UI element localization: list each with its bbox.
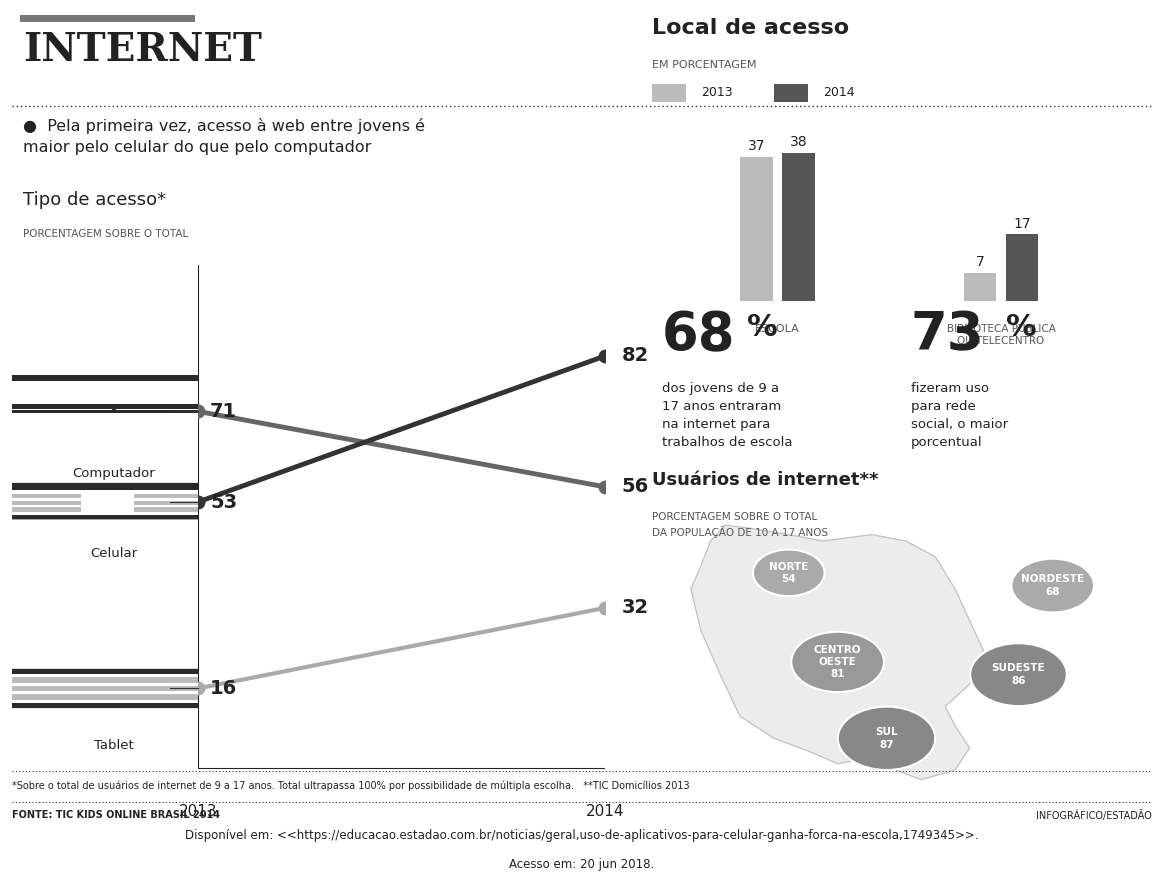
FancyBboxPatch shape (0, 483, 496, 520)
Bar (0, 686, 214, 691)
Text: %: % (1006, 313, 1037, 342)
Text: 2013: 2013 (178, 804, 218, 819)
Bar (0, 677, 214, 683)
Text: *Sobre o total de usuários de internet de 9 a 17 anos. Total ultrapassa 100% por: *Sobre o total de usuários de internet d… (12, 781, 689, 791)
Bar (740, 156, 773, 301)
Text: CENTRO
OESTE
81: CENTRO OESTE 81 (814, 644, 861, 679)
Text: FONTE: TIC KIDS ONLINE BRASIL 2014: FONTE: TIC KIDS ONLINE BRASIL 2014 (12, 810, 220, 819)
Text: SUDESTE
86: SUDESTE 86 (992, 664, 1045, 686)
Bar (0, 490, 342, 515)
Text: INFOGRÁFICO/ESTADÃO: INFOGRÁFICO/ESTADÃO (1036, 810, 1152, 820)
Bar (0, 494, 81, 499)
Text: 37: 37 (747, 139, 766, 153)
Bar (964, 273, 996, 301)
Text: INTERNET: INTERNET (23, 31, 262, 68)
Circle shape (838, 706, 935, 770)
Text: 38: 38 (789, 135, 808, 149)
Text: 2013: 2013 (701, 87, 732, 99)
Bar (0, 674, 717, 703)
Text: 16: 16 (211, 679, 237, 698)
Text: SUL
87: SUL 87 (875, 728, 897, 750)
Bar (0, 694, 214, 700)
Text: ESCOLA: ESCOLA (755, 324, 800, 334)
Text: fizeram uso
para rede
social, o maior
porcentual: fizeram uso para rede social, o maior po… (911, 382, 1008, 449)
Circle shape (1012, 559, 1094, 613)
Text: Acesso em: 20 jun 2018.: Acesso em: 20 jun 2018. (510, 858, 654, 872)
Bar (134, 494, 264, 499)
Text: 73: 73 (911, 309, 985, 362)
Text: Tipo de acesso*: Tipo de acesso* (23, 191, 166, 210)
Bar (0, 507, 81, 512)
Text: BIBLIOTECA PÚBLICA
OU TELECENTRO: BIBLIOTECA PÚBLICA OU TELECENTRO (946, 324, 1056, 347)
Text: 32: 32 (622, 598, 648, 617)
Text: 56: 56 (622, 477, 648, 497)
Text: 71: 71 (211, 402, 237, 421)
FancyBboxPatch shape (0, 376, 1036, 408)
Bar (0, 410, 729, 413)
Circle shape (753, 550, 824, 596)
Text: NORDESTE
68: NORDESTE 68 (1021, 575, 1085, 597)
Bar (652, 84, 686, 102)
Text: PORCENTAGEM SOBRE O TOTAL: PORCENTAGEM SOBRE O TOTAL (23, 230, 189, 240)
Circle shape (971, 644, 1066, 706)
Bar (315, 694, 567, 700)
Text: 2014: 2014 (585, 804, 625, 819)
Text: 68: 68 (661, 309, 736, 362)
Text: NORTE
54: NORTE 54 (769, 561, 809, 584)
Bar (1006, 234, 1038, 301)
Bar (0, 381, 831, 404)
Text: Tablet: Tablet (94, 739, 134, 752)
Text: Usuários de internet**: Usuários de internet** (652, 471, 879, 489)
Text: Computador: Computador (72, 467, 156, 480)
Text: 17: 17 (1013, 217, 1031, 231)
Text: ●  Pela primeira vez, acesso à web entre jovens é
maior pelo celular do que pelo: ● Pela primeira vez, acesso à web entre … (23, 118, 425, 155)
Bar (134, 507, 264, 512)
Circle shape (792, 632, 883, 692)
Bar (134, 500, 264, 505)
Bar (0, 500, 81, 505)
Polygon shape (691, 525, 985, 780)
Text: dos jovens de 9 a
17 anos entraram
na internet para
trabalhos de escola: dos jovens de 9 a 17 anos entraram na in… (661, 382, 793, 449)
Bar (315, 686, 567, 691)
Text: %: % (747, 313, 778, 342)
Text: 53: 53 (211, 492, 237, 512)
Text: EM PORCENTAGEM: EM PORCENTAGEM (652, 60, 757, 70)
Text: 7: 7 (975, 255, 985, 270)
Bar (774, 84, 808, 102)
Bar (315, 677, 567, 683)
Bar (782, 153, 815, 301)
Text: 82: 82 (622, 347, 648, 365)
FancyBboxPatch shape (0, 669, 924, 708)
Text: Disponível em: <<https://educacao.estadao.com.br/noticias/geral,uso-de-aplicativ: Disponível em: <<https://educacao.estada… (185, 829, 979, 842)
Text: 2014: 2014 (823, 87, 854, 99)
Text: PORCENTAGEM SOBRE O TOTAL
DA POPULAÇÃO DE 10 A 17 ANOS: PORCENTAGEM SOBRE O TOTAL DA POPULAÇÃO D… (652, 513, 828, 538)
Text: Celular: Celular (91, 547, 137, 560)
Text: Local de acesso: Local de acesso (652, 18, 849, 38)
